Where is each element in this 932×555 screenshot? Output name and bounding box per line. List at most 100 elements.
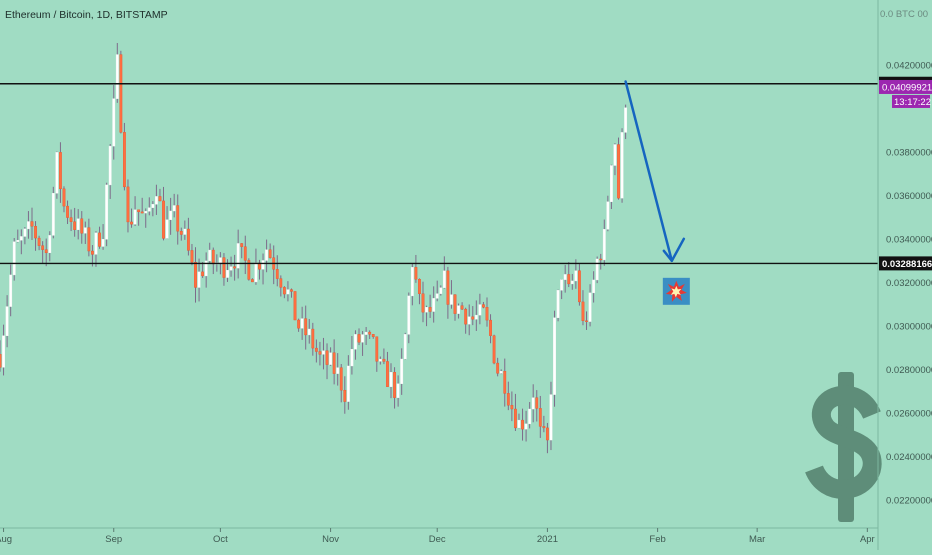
candle-body <box>588 292 592 322</box>
candle-body <box>528 408 532 425</box>
candle-body <box>578 270 581 303</box>
candle-body <box>190 250 194 263</box>
candle-body <box>620 132 624 199</box>
candle-body <box>254 262 258 283</box>
candle-body <box>240 243 244 247</box>
candle-body <box>478 304 482 316</box>
candle-body <box>76 218 80 230</box>
candle-body <box>346 365 350 402</box>
candle-body <box>599 258 603 261</box>
candle-body <box>538 408 542 427</box>
candle-body <box>140 211 144 214</box>
candle-body <box>197 271 201 288</box>
candle-body <box>300 318 304 329</box>
line-price-box <box>879 256 932 271</box>
candle-body <box>339 367 343 391</box>
candle-body <box>343 389 347 402</box>
candle-body <box>48 235 52 254</box>
candle-body <box>0 354 2 368</box>
candle-body <box>80 218 84 234</box>
candle-body <box>521 419 524 430</box>
candle-body <box>183 228 187 235</box>
candle-body <box>194 261 197 288</box>
candle-body <box>350 349 354 367</box>
candle-body <box>574 270 578 282</box>
candle-body <box>450 294 453 305</box>
candle-body <box>311 328 315 349</box>
candle-body <box>485 307 489 321</box>
candle-body <box>250 279 254 283</box>
candle-body <box>325 350 329 365</box>
price-tick-label: 0.03400000 <box>886 235 932 246</box>
candle-body <box>12 241 16 276</box>
candle-body <box>279 278 283 288</box>
candle-body <box>62 188 66 207</box>
candle-body <box>5 306 9 336</box>
candle-body <box>133 209 137 225</box>
candle-body <box>108 145 112 186</box>
candle-body <box>506 393 510 406</box>
candle-body <box>400 358 404 384</box>
price-axis-unit: 0.0 BTC 00 <box>880 9 928 20</box>
candle-body <box>229 266 233 271</box>
candle-body <box>304 318 308 336</box>
horizontal-lines-layer <box>0 83 878 265</box>
candle-body <box>553 317 556 395</box>
candle-body <box>243 246 247 261</box>
candle-body <box>322 350 325 355</box>
candle-body <box>535 397 539 409</box>
candle-body <box>218 257 222 264</box>
candles-layer <box>0 42 628 454</box>
line-price-label: 0.03288166 <box>882 259 932 270</box>
candle-body <box>407 295 411 335</box>
candle-body <box>425 307 428 313</box>
time-tick-label: Apr <box>860 534 875 545</box>
candle-body <box>130 221 133 225</box>
candle-body <box>186 228 190 251</box>
candle-body <box>581 301 585 321</box>
candle-body <box>268 249 272 258</box>
candle-body <box>364 331 368 335</box>
candle-body <box>446 270 450 305</box>
time-tick-label: Aug <box>0 534 12 545</box>
price-tick-label: 0.03000000 <box>886 322 932 333</box>
candle-body <box>474 314 478 320</box>
candle-body <box>396 383 400 398</box>
candle-body <box>570 280 574 285</box>
candle-body <box>27 221 30 230</box>
arrow-layer <box>624 80 686 263</box>
candle-body <box>393 372 396 398</box>
candle-body <box>162 200 165 239</box>
candle-body <box>282 287 286 295</box>
candle-body <box>137 209 141 213</box>
icons-layer <box>662 277 882 522</box>
candle-body <box>336 367 340 374</box>
candle-body <box>94 232 98 255</box>
candle-body <box>613 144 617 166</box>
candle-body <box>204 260 208 277</box>
candle-body <box>386 361 389 387</box>
candle-body <box>172 205 176 212</box>
candle-body <box>428 307 432 312</box>
candle-body <box>482 304 485 308</box>
candle-body <box>410 267 414 297</box>
candle-body <box>66 205 69 218</box>
time-tick-label: Oct <box>213 534 228 545</box>
candle-body <box>514 408 517 429</box>
candle-body <box>442 270 446 288</box>
candle-body <box>602 229 606 261</box>
candle-body <box>624 107 628 133</box>
price-tick-label: 0.03200000 <box>886 278 932 289</box>
candle-body <box>318 351 322 355</box>
candle-body <box>378 358 382 362</box>
candle-body <box>105 184 109 240</box>
candle-body <box>293 291 297 321</box>
candle-body <box>361 334 364 343</box>
time-tick-label: Sep <box>105 534 122 545</box>
candle-body <box>155 196 158 205</box>
candle-body <box>55 152 59 194</box>
candle-body <box>9 274 13 307</box>
candle-body <box>59 152 62 190</box>
